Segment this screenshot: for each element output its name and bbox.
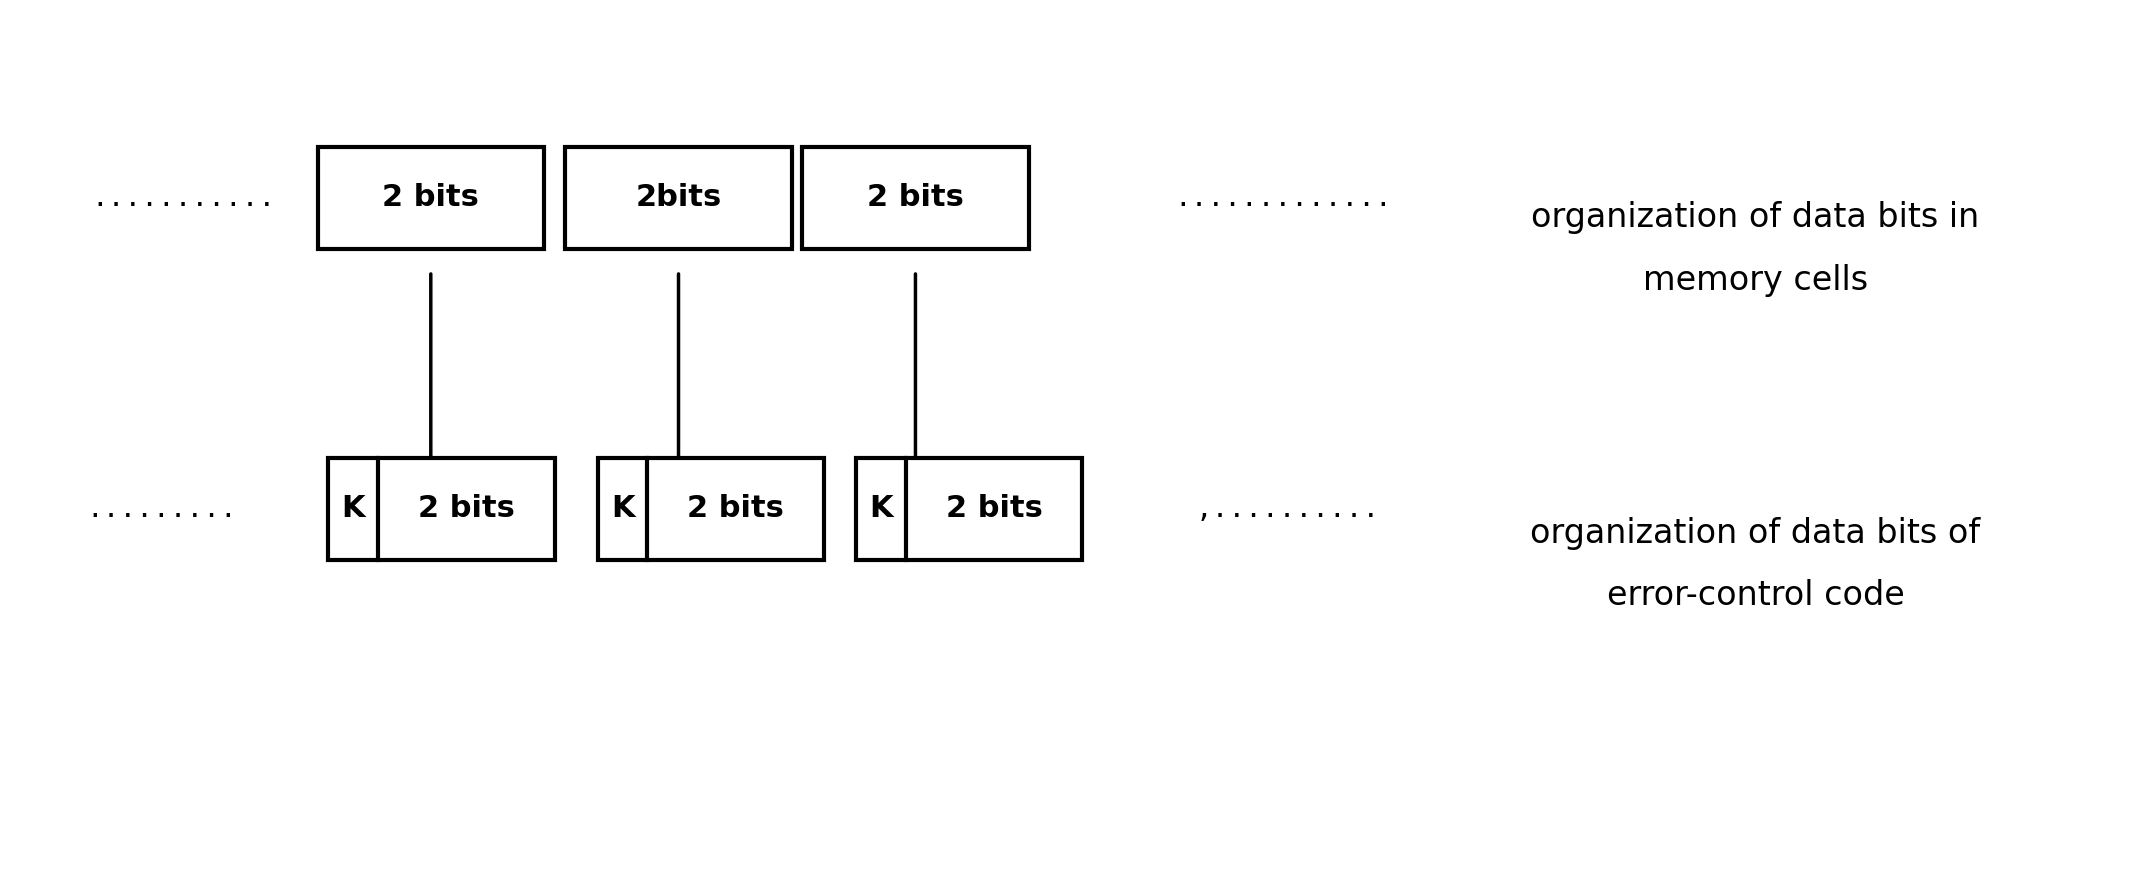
Bar bbox=[319, 147, 543, 249]
Text: K: K bbox=[342, 494, 366, 524]
Text: K: K bbox=[870, 494, 894, 524]
Bar bbox=[599, 458, 823, 560]
Bar bbox=[801, 147, 1027, 249]
Text: ,..........: ,.......... bbox=[1195, 495, 1381, 523]
Text: 2 bits: 2 bits bbox=[868, 183, 963, 212]
Text: error-control code: error-control code bbox=[1607, 579, 1904, 613]
Text: ...........: ........... bbox=[90, 184, 276, 212]
Text: memory cells: memory cells bbox=[1644, 263, 1868, 297]
Text: 2 bits: 2 bits bbox=[946, 494, 1043, 524]
Text: .........: ......... bbox=[86, 495, 237, 523]
Text: K: K bbox=[612, 494, 635, 524]
Text: 2 bits: 2 bits bbox=[383, 183, 478, 212]
Text: organization of data bits of: organization of data bits of bbox=[1531, 517, 1980, 550]
Bar bbox=[327, 458, 556, 560]
Text: organization of data bits in: organization of data bits in bbox=[1531, 201, 1980, 235]
Text: .............: ............. bbox=[1174, 184, 1391, 212]
Bar bbox=[564, 147, 793, 249]
Text: 2 bits: 2 bits bbox=[418, 494, 515, 524]
Bar bbox=[857, 458, 1083, 560]
Text: 2 bits: 2 bits bbox=[687, 494, 784, 524]
Text: 2bits: 2bits bbox=[635, 183, 722, 212]
